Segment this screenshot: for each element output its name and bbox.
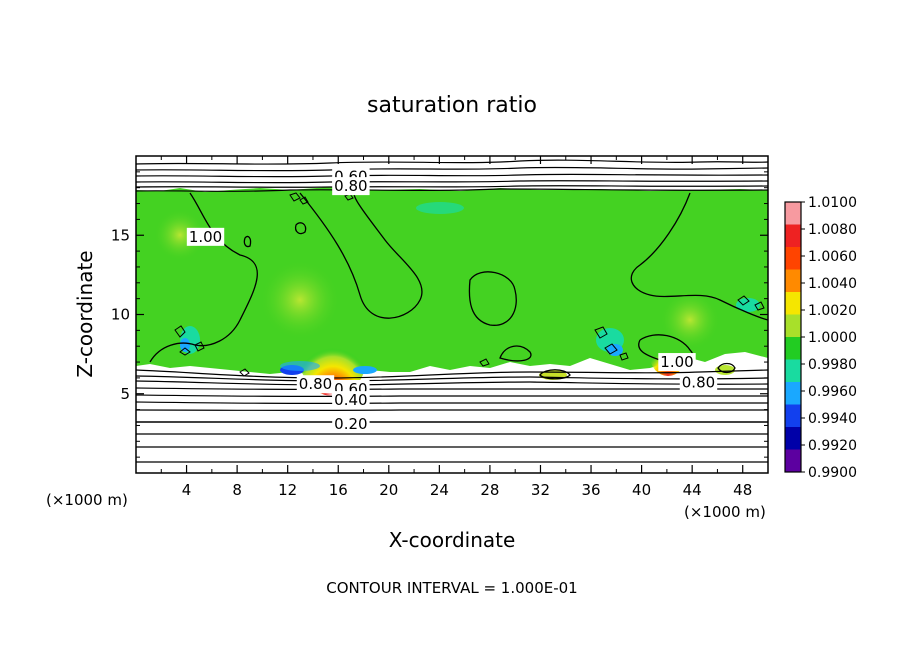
contour-label: 0.80 xyxy=(334,177,367,195)
contour-labels: 0.600.801.001.000.80 0.60 0.800.400.20 xyxy=(186,167,718,433)
colorbar-segment xyxy=(785,269,801,293)
x-unit-label-right: (×1000 m) xyxy=(684,503,766,521)
colorbar-label: 0.9900 xyxy=(808,465,857,481)
colorbar-segment xyxy=(785,449,801,473)
subsaturated-patch xyxy=(353,366,377,374)
x-tick-label: 32 xyxy=(531,481,550,499)
lime-patch xyxy=(260,260,340,340)
colorbar-segment xyxy=(785,337,801,360)
chart-title: saturation ratio xyxy=(367,93,537,118)
colorbar-label: 1.0100 xyxy=(808,195,857,211)
subsaturated-patch xyxy=(736,298,760,312)
x-tick-label: 28 xyxy=(480,481,499,499)
colorbar-label: 1.0080 xyxy=(808,222,857,238)
y-axis: 5 10 15 xyxy=(111,171,768,458)
y-tick-label: 5 xyxy=(120,385,130,403)
x-tick-label: 36 xyxy=(581,481,600,499)
subsaturated-patch xyxy=(280,361,320,371)
colorbar-segment xyxy=(785,427,801,450)
contour-interval-footer: CONTOUR INTERVAL = 1.000E-01 xyxy=(326,579,577,597)
y-tick-label: 10 xyxy=(111,306,130,324)
colorbar-segment xyxy=(785,224,801,248)
contour-label-background xyxy=(332,391,370,410)
contour-label-background xyxy=(296,375,335,394)
colorbar-label: 0.9940 xyxy=(808,411,857,427)
colorbar-label: 1.0060 xyxy=(808,249,857,265)
contour-noise xyxy=(174,192,765,377)
colorbar-segment xyxy=(785,382,801,405)
lime-patch xyxy=(154,209,206,261)
colorbar-segment xyxy=(785,404,801,428)
contour-label-background xyxy=(186,227,225,246)
colorbar-label: 0.9980 xyxy=(808,357,857,373)
contour-label-background xyxy=(332,414,370,433)
contour-label: 1.00 xyxy=(189,228,222,246)
x-tick-label: 16 xyxy=(329,481,348,499)
subsaturated-patch xyxy=(416,202,464,214)
colorbar-label: 0.9960 xyxy=(808,384,857,400)
subsaturated-patch xyxy=(180,338,190,352)
saturation-contours xyxy=(149,192,768,380)
upper-contours xyxy=(136,159,768,192)
plot-area xyxy=(136,156,768,473)
x-tick-label: 48 xyxy=(733,481,752,499)
contour-label-background xyxy=(658,353,696,372)
x-axis-title: X-coordinate xyxy=(389,528,516,552)
x-tick-label: 40 xyxy=(632,481,651,499)
x-tick-label: 12 xyxy=(278,481,297,499)
y-axis-title: Z-coordinate xyxy=(73,250,97,377)
y-tick-label: 15 xyxy=(111,226,130,244)
x-tick-label: 4 xyxy=(182,481,192,499)
lime-patch xyxy=(715,365,735,375)
lime-patch xyxy=(660,290,720,350)
colorbar-segment xyxy=(785,247,801,270)
colorbar-label: 1.0000 xyxy=(808,330,857,346)
colorbar-segment xyxy=(785,359,801,383)
colorbar-label: 1.0040 xyxy=(808,276,857,292)
contour-label: 0.80 xyxy=(299,375,332,393)
contour-label: 0.20 xyxy=(334,415,367,433)
colorbar-segment xyxy=(785,292,801,315)
x-tick-label: 44 xyxy=(683,481,702,499)
contour-label: 0.40 xyxy=(334,391,367,409)
x-tick-label: 8 xyxy=(232,481,242,499)
colorbar-label: 0.9920 xyxy=(808,438,857,454)
x-tick-label: 20 xyxy=(379,481,398,499)
colorbar: 1.0100 1.0080 1.0060 1.0040 1.0020 1.0000 0.99… xyxy=(784,195,857,481)
x-axis: 4 8 12 16 20 24 28 32 36 40 44 48 xyxy=(160,156,752,499)
contour-label-background xyxy=(332,177,370,196)
contour-label: 0.80 xyxy=(682,374,715,392)
contour-label-background xyxy=(679,373,718,392)
colorbar-segment xyxy=(785,314,801,338)
colorbar-segment xyxy=(785,202,801,225)
lower-contours xyxy=(136,369,768,463)
x-unit-label-left: (×1000 m) xyxy=(46,491,128,509)
colorbar-label: 1.0020 xyxy=(808,303,857,319)
contour-label: 1.00 xyxy=(660,353,693,371)
x-tick-label: 24 xyxy=(430,481,449,499)
